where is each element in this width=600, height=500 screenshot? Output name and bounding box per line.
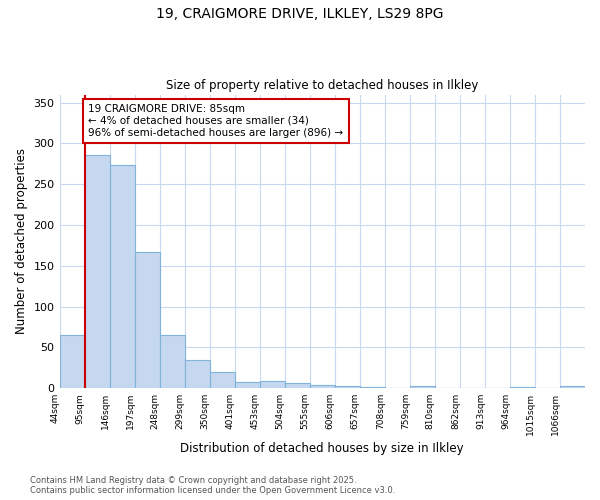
Bar [410, 386, 435, 388]
Bar [560, 386, 585, 388]
Bar [110, 164, 134, 388]
Y-axis label: Number of detached properties: Number of detached properties [15, 148, 28, 334]
Bar [209, 372, 235, 388]
Title: Size of property relative to detached houses in Ilkley: Size of property relative to detached ho… [166, 79, 478, 92]
Text: 19 CRAIGMORE DRIVE: 85sqm
← 4% of detached houses are smaller (34)
96% of semi-d: 19 CRAIGMORE DRIVE: 85sqm ← 4% of detach… [88, 104, 343, 138]
Bar [160, 335, 185, 388]
Bar [185, 360, 209, 388]
Bar [260, 380, 285, 388]
Text: Contains HM Land Registry data © Crown copyright and database right 2025.
Contai: Contains HM Land Registry data © Crown c… [30, 476, 395, 495]
Bar [59, 335, 85, 388]
Bar [235, 382, 260, 388]
Bar [285, 383, 310, 388]
Bar [310, 385, 335, 388]
Bar [134, 252, 160, 388]
Text: 19, CRAIGMORE DRIVE, ILKLEY, LS29 8PG: 19, CRAIGMORE DRIVE, ILKLEY, LS29 8PG [156, 8, 444, 22]
Bar [85, 155, 110, 388]
Bar [335, 386, 360, 388]
X-axis label: Distribution of detached houses by size in Ilkley: Distribution of detached houses by size … [181, 442, 464, 455]
